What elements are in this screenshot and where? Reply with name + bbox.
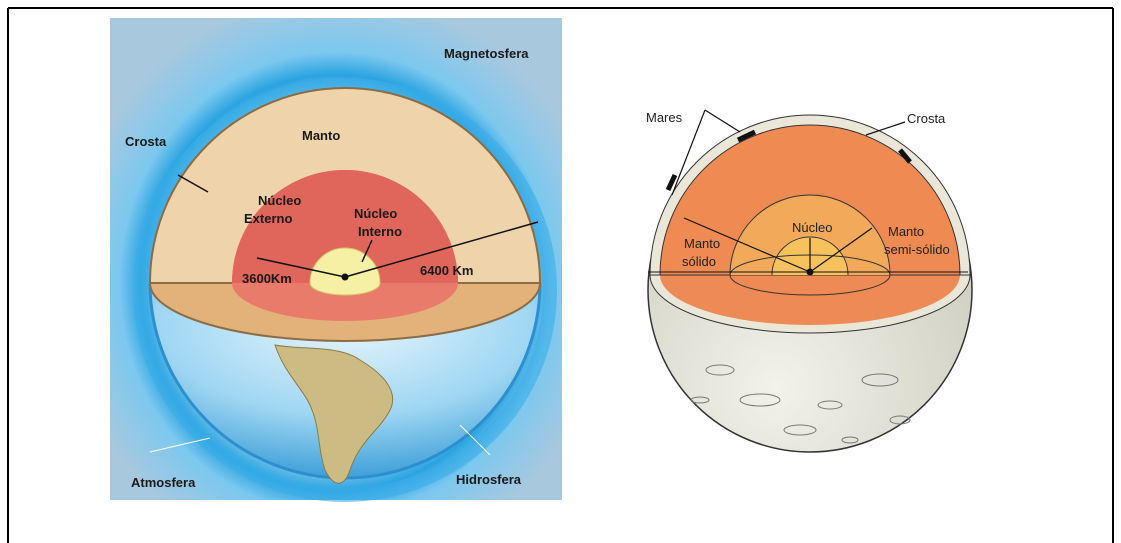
label-core: Núcleo bbox=[792, 220, 832, 235]
label-hydrosphere: Hidrosfera bbox=[456, 472, 522, 487]
line: Interno bbox=[358, 224, 402, 239]
line: Núcleo bbox=[258, 193, 301, 208]
line: Manto bbox=[888, 224, 924, 239]
label-crust: Crosta bbox=[907, 111, 946, 126]
label-inner-core: Núcleo Interno bbox=[354, 206, 402, 239]
label-earth-radius: 6400 Km bbox=[420, 263, 473, 278]
label-magnetosphere: Magnetosfera bbox=[444, 46, 529, 61]
earth-cutaway bbox=[110, 18, 562, 502]
label-atmosphere: Atmosfera bbox=[131, 475, 196, 490]
frame bbox=[7, 7, 1114, 543]
label-solid-mantle: Manto sólido bbox=[682, 236, 720, 269]
line: Núcleo bbox=[354, 206, 397, 221]
label-seas: Mares bbox=[646, 110, 683, 125]
label-mantle: Manto bbox=[302, 128, 340, 143]
label-outer-core: Núcleo Externo bbox=[244, 193, 301, 226]
label-crust: Crosta bbox=[125, 134, 167, 149]
line: Externo bbox=[244, 211, 292, 226]
label-core-radius: 3600Km bbox=[242, 271, 292, 286]
line: sólido bbox=[682, 254, 716, 269]
line: semi-sólido bbox=[884, 242, 950, 257]
label-semisolid-mantle: Manto semi-sólido bbox=[884, 224, 950, 257]
planet-cutaway bbox=[647, 109, 973, 453]
line: Manto bbox=[684, 236, 720, 251]
